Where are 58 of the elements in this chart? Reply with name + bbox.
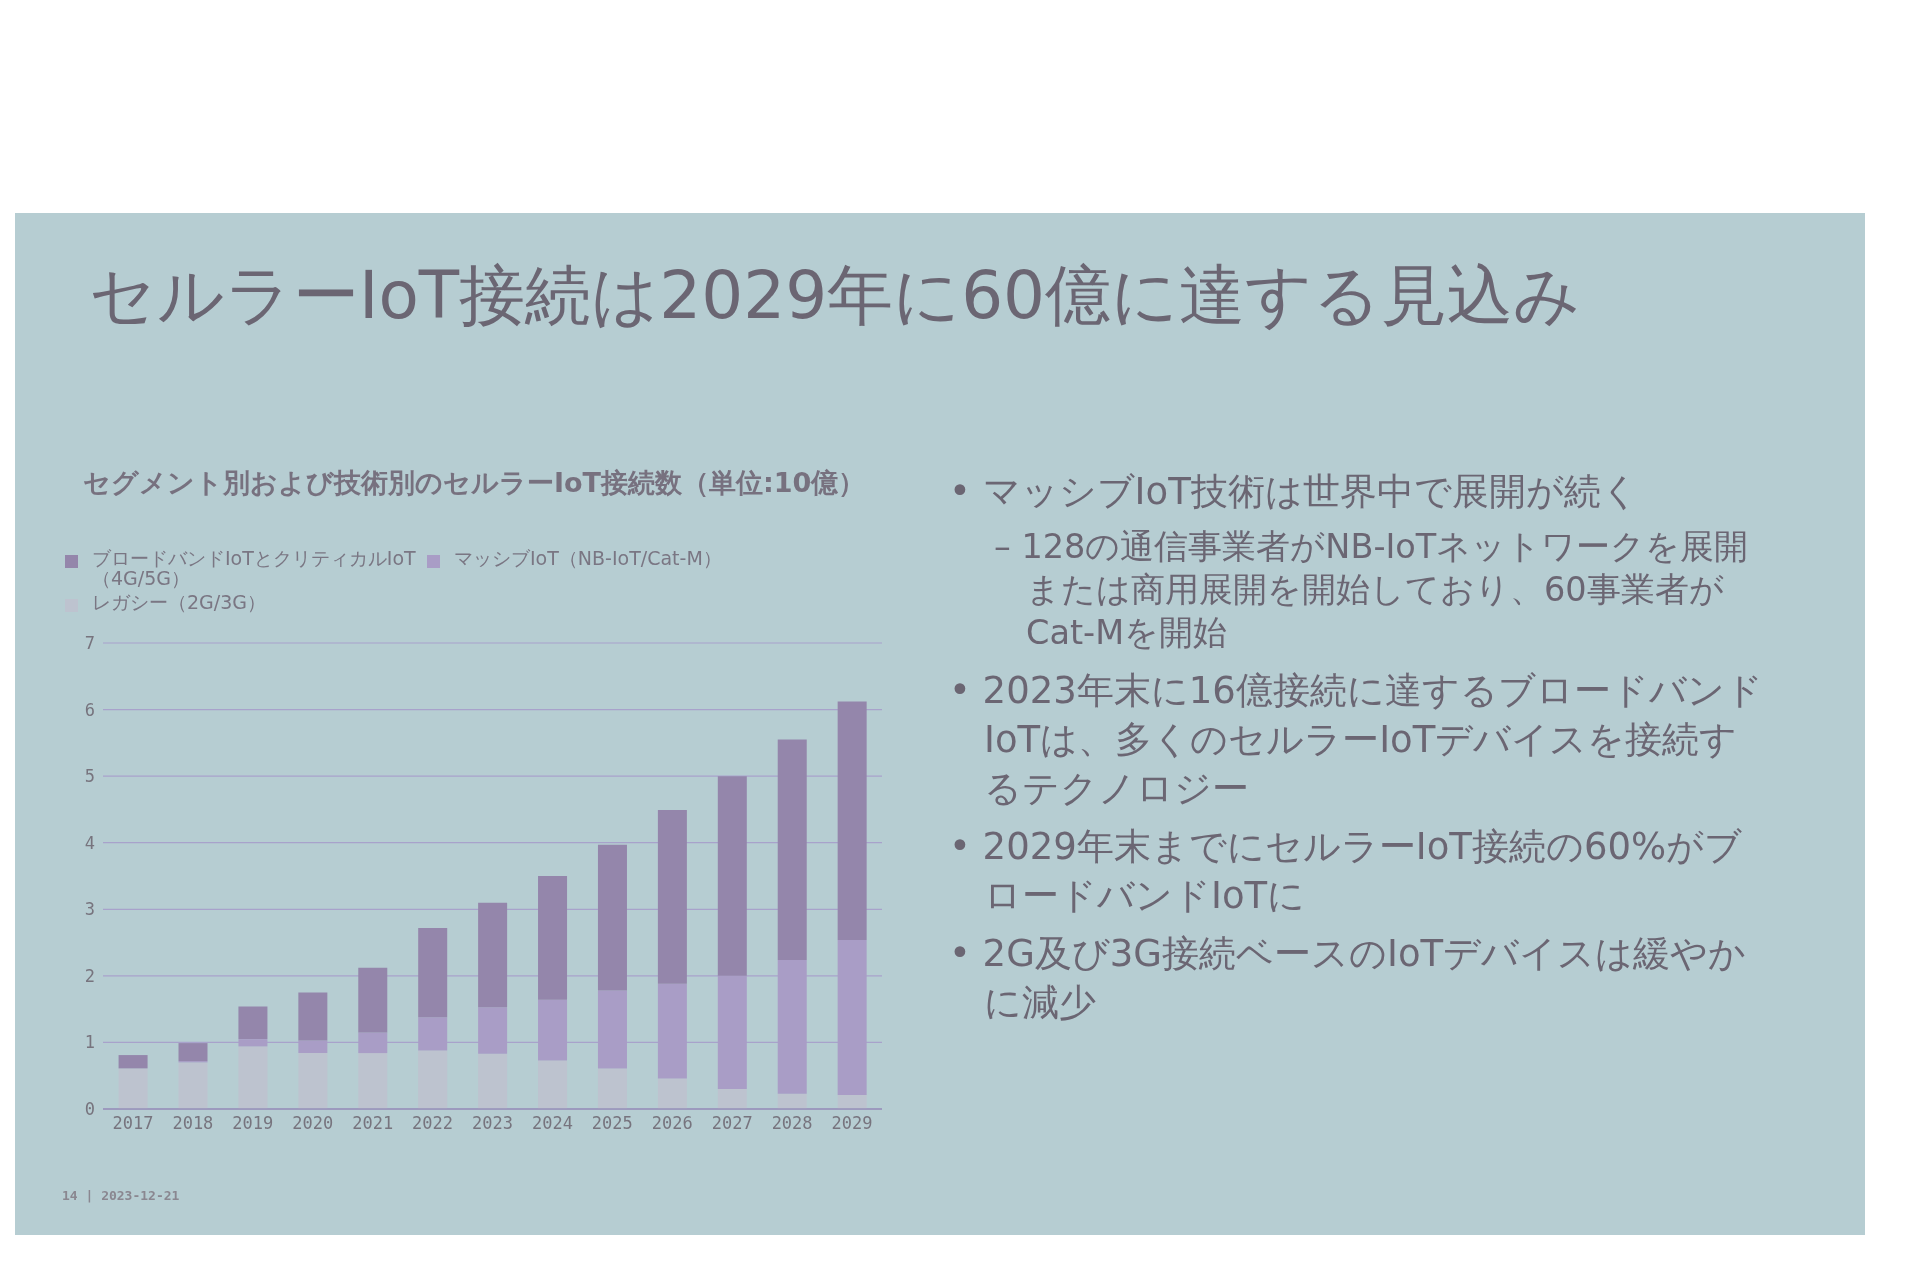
bar	[478, 1053, 508, 1109]
y-tick-label: 2	[84, 965, 95, 986]
bar	[298, 992, 328, 1041]
bar	[717, 1089, 747, 1109]
bar	[538, 876, 568, 1000]
text: • マッシブIoT技術は世界中で展開が続く	[949, 469, 1640, 515]
text: • 2023年末に16億接続に達するブロードバンドIoTは、多くのセルラーIoTデバイスを接続するテクノロジー	[949, 668, 1764, 812]
x-tick-label: 2019	[232, 1113, 274, 1134]
x-tick-label: 2018	[172, 1113, 214, 1134]
x-tick-label: 2025	[591, 1113, 633, 1134]
bar	[178, 1062, 208, 1109]
bar	[418, 1050, 448, 1109]
text: • 2G及び3G接続ベースのIoTデバイスは緩やかに減少	[949, 931, 1748, 1026]
y-tick-label: 3	[84, 899, 95, 920]
bar	[837, 701, 867, 940]
x-tick-label: 2028	[771, 1113, 813, 1134]
bar	[657, 1078, 687, 1109]
bar	[777, 739, 807, 960]
bar	[298, 1053, 328, 1109]
bar	[178, 1043, 208, 1062]
y-tick-label: 5	[84, 766, 95, 787]
y-tick-label: 7	[84, 633, 95, 654]
bar	[478, 902, 508, 1008]
bar	[538, 1060, 568, 1109]
x-tick-label: 2024	[531, 1113, 573, 1134]
y-tick-label: 1	[84, 1032, 95, 1053]
bar	[777, 1093, 807, 1109]
text: – 128の通信事業者がNB-IoTネットワークを展開または商用展開を開始しており、60事業者がCat-Mを開始	[994, 526, 1750, 654]
x-tick-label: 2021	[352, 1113, 394, 1134]
bar	[597, 1068, 627, 1109]
bar	[597, 844, 627, 991]
x-tick-label: 2017	[112, 1113, 154, 1134]
legend-label: マッシブIoT（NB-IoT/Cat-M）	[454, 547, 723, 569]
chart-title: セルラーIoT接続は2029年に60億に達する見込み	[89, 256, 1582, 336]
bar	[657, 810, 687, 984]
x-tick-label: 2026	[651, 1113, 693, 1134]
legend-label: レガシー（2G/3G）	[92, 590, 268, 613]
bar	[238, 1046, 268, 1109]
chart-subtitle: セグメント別および技術別のセルラーIoT接続数（単位:10億）	[83, 466, 866, 500]
bar	[118, 1055, 148, 1069]
y-tick-label: 0	[84, 1099, 95, 1120]
y-tick-label: 6	[84, 699, 95, 720]
x-tick-label: 2029	[831, 1113, 873, 1134]
bar	[717, 776, 747, 976]
x-tick-label: 2022	[412, 1113, 454, 1134]
x-tick-label: 2020	[292, 1113, 334, 1134]
bar	[238, 1006, 268, 1040]
bar	[418, 927, 448, 1018]
text: 14 | 2023-12-21	[62, 1188, 180, 1203]
bar	[837, 1095, 867, 1109]
y-tick-label: 4	[84, 832, 95, 853]
text: • 2029年末までにセルラーIoT接続の60%がブロードバンドIoTに	[949, 824, 1744, 919]
bar	[358, 1053, 388, 1109]
x-tick-label: 2027	[711, 1113, 753, 1134]
legend-label: ブロードバンドIoTとクリティカルIoT（4G/5G）	[92, 547, 417, 589]
bar	[358, 967, 388, 1033]
bar	[118, 1068, 148, 1109]
x-tick-label: 2023	[472, 1113, 513, 1134]
